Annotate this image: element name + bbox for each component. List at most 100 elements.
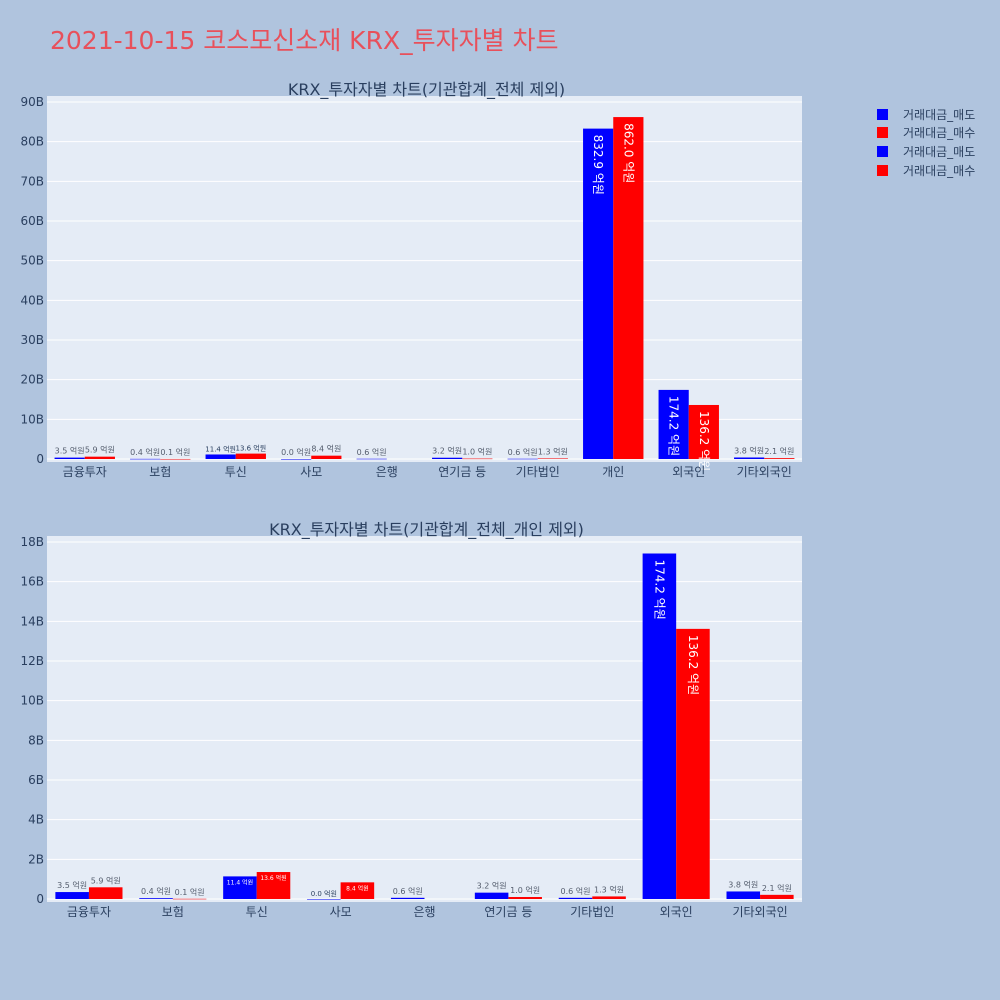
- y-tick-label: 4B: [28, 813, 44, 827]
- data-label: 0.0 억원: [281, 447, 311, 457]
- y-tick-label: 18B: [20, 535, 44, 549]
- y-tick-label: 60B: [20, 214, 44, 228]
- bar-buy[interactable]: [311, 455, 342, 459]
- data-label: 3.2 억원: [477, 881, 507, 891]
- bar-sell[interactable]: [55, 892, 89, 899]
- bar-sell[interactable]: [139, 898, 173, 899]
- bar-buy[interactable]: [160, 458, 191, 460]
- bar-buy[interactable]: [462, 458, 493, 460]
- x-tick-label: 은행: [376, 464, 398, 479]
- bar-sell[interactable]: [726, 891, 761, 899]
- x-tick-label: 연기금 등: [484, 905, 532, 919]
- bar-buy[interactable]: [688, 404, 719, 459]
- bar-sell[interactable]: [507, 458, 538, 460]
- data-label: 136.2 억원: [697, 411, 711, 471]
- bar-sell[interactable]: [54, 457, 85, 459]
- bar-sell[interactable]: [205, 454, 236, 459]
- data-label: 862.0 억원: [621, 123, 635, 183]
- data-label: 0.6 억원: [357, 447, 387, 457]
- data-label: 0.1 억원: [160, 447, 190, 457]
- chart-bottom: KRX_투자자별 차트(기관합계_전체_개인 제외) 3.5 억원 5.9 억원 0…: [20, 520, 802, 919]
- data-label: 8.4 억원: [311, 444, 341, 454]
- data-label: 1.3 억원: [538, 446, 568, 456]
- bar-sell[interactable]: [734, 457, 765, 459]
- bar-buy[interactable]: [340, 882, 375, 899]
- y-tick-label: 30B: [20, 333, 44, 347]
- data-label: 174.2 억원: [667, 396, 681, 456]
- bar-sell[interactable]: [307, 899, 341, 900]
- bar-sell[interactable]: [558, 897, 593, 899]
- legend-item[interactable]: 거래대금_매도: [877, 145, 975, 159]
- data-label: 0.4 억원: [141, 886, 171, 896]
- data-label: 5.9 억원: [91, 875, 121, 885]
- data-label: 5.9 억원: [85, 445, 115, 455]
- data-label: 1.0 억원: [462, 447, 492, 457]
- x-tick-label: 연기금 등: [438, 465, 486, 479]
- x-tick-label: 외국인: [660, 905, 693, 919]
- bar-buy[interactable]: [256, 872, 291, 899]
- bar-sell[interactable]: [130, 458, 161, 460]
- y-tick-label: 12B: [20, 654, 44, 668]
- bar-buy[interactable]: [84, 456, 115, 459]
- bar-buy[interactable]: [235, 453, 266, 459]
- bar-buy[interactable]: [592, 896, 626, 899]
- data-label: 13.6 억원: [235, 444, 266, 453]
- legend-item[interactable]: 거래대금_매수: [877, 164, 975, 178]
- data-label: 11.4 억원: [227, 878, 253, 886]
- data-label: 3.5 억원: [55, 446, 85, 456]
- bar-sell[interactable]: [474, 892, 509, 899]
- y-tick-label: 70B: [20, 174, 44, 188]
- data-label: 2.1 억원: [764, 446, 794, 456]
- data-label: 11.4 억원: [205, 444, 236, 453]
- legend-label: 거래대금_매도: [903, 145, 975, 159]
- bar-sell[interactable]: [583, 128, 614, 459]
- bar-buy[interactable]: [613, 117, 644, 459]
- data-label: 8.4 억원: [346, 884, 369, 892]
- legend[interactable]: 거래대금_매도 거래대금_매수 거래대금_매도 거래대금_매수: [877, 108, 975, 178]
- x-tick-label: 기타법인: [516, 465, 560, 479]
- x-tick-label: 보험: [149, 465, 171, 479]
- bar-sell[interactable]: [642, 553, 677, 899]
- bar-buy[interactable]: [508, 897, 542, 899]
- bar-buy[interactable]: [537, 458, 568, 459]
- chart-title-top: KRX_투자자별 차트(기관합계_전체 제외): [288, 80, 565, 100]
- y-tick-label: 50B: [20, 254, 44, 268]
- data-label: 13.6 억원: [260, 874, 286, 882]
- data-label: 3.8 억원: [728, 879, 758, 889]
- bar-buy[interactable]: [88, 887, 123, 899]
- bar-buy[interactable]: [676, 628, 710, 899]
- chart-top: KRX_투자자별 차트(기관합계_전체 제외) 3.5 억원 5.9 억원 0.4 …: [20, 80, 802, 479]
- legend-label: 거래대금_매수: [903, 126, 975, 140]
- x-tick-label: 사모: [300, 465, 322, 479]
- data-label: 174.2 억원: [652, 560, 666, 620]
- bar-sell[interactable]: [281, 459, 312, 460]
- x-tick-label: 은행: [413, 904, 435, 919]
- bar-buy[interactable]: [760, 894, 794, 899]
- x-tick-label: 금융투자: [67, 905, 111, 919]
- bar-sell[interactable]: [356, 458, 387, 460]
- data-label: 0.6 억원: [508, 447, 538, 457]
- y-tick-label: 20B: [20, 373, 44, 387]
- y-tick-label: 6B: [28, 773, 44, 787]
- legend-item[interactable]: 거래대금_매도: [877, 108, 975, 122]
- legend-item[interactable]: 거래대금_매수: [877, 126, 975, 140]
- x-tick-label: 기타법인: [570, 905, 614, 919]
- x-tick-label: 사모: [330, 905, 352, 919]
- legend-swatch-sell: [877, 146, 888, 157]
- bar-sell[interactable]: [390, 897, 425, 899]
- y-tick-label: 8B: [28, 733, 44, 747]
- bar-sell[interactable]: [658, 389, 689, 459]
- legend-swatch-buy: [877, 127, 888, 138]
- data-label: 3.8 억원: [734, 445, 764, 455]
- bar-sell[interactable]: [432, 457, 463, 459]
- legend-label: 거래대금_매도: [903, 108, 975, 122]
- x-tick-label: 기타외국인: [732, 905, 787, 919]
- bar-buy[interactable]: [764, 458, 795, 459]
- data-label: 1.0 억원: [510, 885, 540, 895]
- y-tick-label: 10B: [20, 694, 44, 708]
- data-label: 1.3 억원: [594, 884, 624, 894]
- bar-buy[interactable]: [172, 898, 207, 900]
- bar-sell[interactable]: [223, 876, 257, 899]
- data-label: 0.4 억원: [130, 447, 160, 457]
- y-tick-label: 0: [36, 452, 44, 466]
